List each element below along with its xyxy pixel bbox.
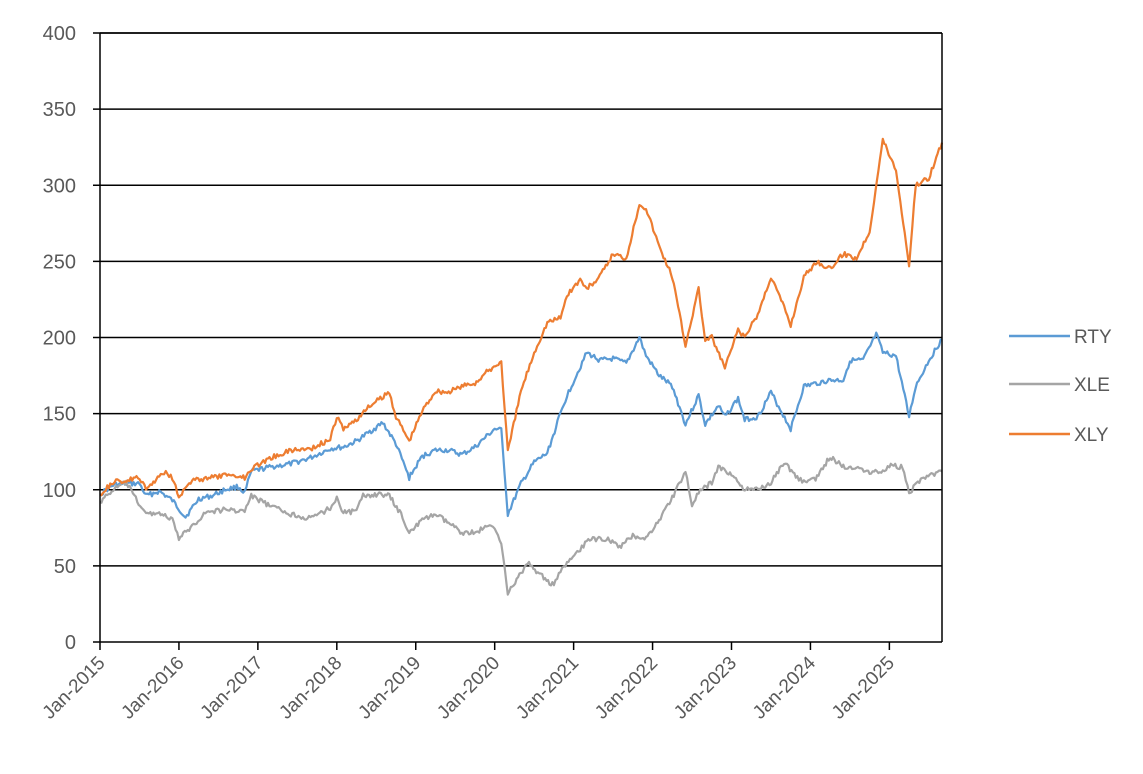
x-tick-label: Jan-2022 [591,653,662,724]
legend-label-xle: XLE [1074,375,1110,396]
series-lines [99,137,944,596]
y-tick-label: 150 [43,404,76,426]
x-tick-label: Jan-2025 [828,653,899,724]
y-tick-label: 350 [43,99,76,121]
x-tick-label: Jan-2023 [670,653,741,724]
x-tick-labels: Jan-2015 Jan-2016 Jan-2017 Jan-2018 Jan-2019… [39,652,899,723]
y-tick-label: 250 [43,251,76,273]
legend-label-xly: XLY [1074,425,1109,446]
y-tick-label: 50 [54,556,76,578]
y-tick-label: 400 [43,23,76,45]
x-tick-label: Jan-2024 [749,652,820,723]
x-tick-label: Jan-2019 [354,653,425,724]
series-line-xly [99,137,944,499]
axes [93,32,943,650]
x-tick-label: Jan-2020 [433,653,504,724]
y-tick-label: 300 [43,175,76,197]
legend: RTY XLE XLY [1009,327,1112,446]
y-tick-label: 200 [43,328,76,350]
series-line-rty [99,331,943,519]
y-tick-labels: 0 50 100 150 200 250 300 350 400 [43,23,76,654]
x-tick-label: Jan-2017 [197,653,268,724]
y-tick-label: 100 [43,480,76,502]
x-tick-label: Jan-2018 [275,653,346,724]
legend-label-rty: RTY [1074,327,1112,348]
grid-lines [100,32,942,567]
x-tick-label: Jan-2016 [118,653,189,724]
y-tick-label: 0 [65,632,76,654]
x-tick-label: Jan-2021 [512,653,583,724]
x-tick-label: Jan-2015 [39,653,110,724]
series-line-xle [99,455,943,596]
